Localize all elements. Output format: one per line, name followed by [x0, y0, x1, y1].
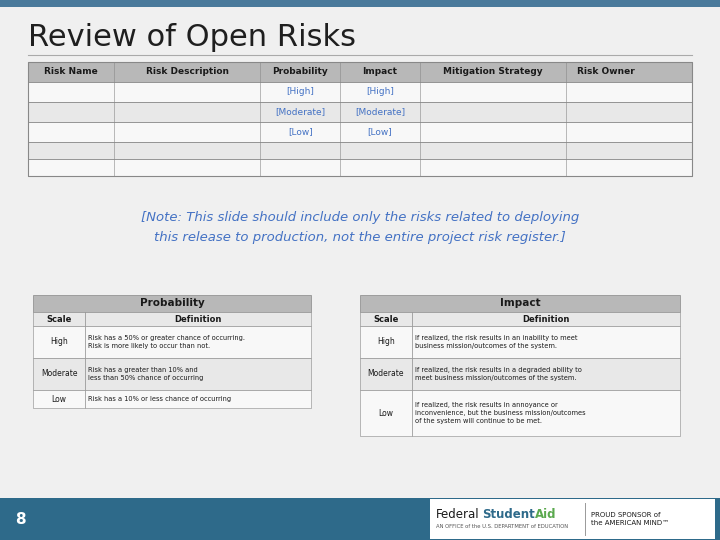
Text: Low: Low — [52, 395, 66, 403]
Bar — [28, 159, 692, 176]
Text: Probability: Probability — [272, 68, 328, 77]
Bar — [28, 62, 692, 176]
Text: Scale: Scale — [373, 314, 399, 323]
Text: Probability: Probability — [140, 299, 204, 308]
Bar — [28, 122, 692, 142]
Bar — [28, 102, 692, 122]
Text: High: High — [50, 338, 68, 347]
Bar — [33, 390, 85, 408]
Bar — [360, 312, 412, 326]
Text: Scale: Scale — [46, 314, 72, 323]
Text: Definition: Definition — [174, 314, 222, 323]
Bar — [33, 358, 85, 390]
Bar — [360, 295, 680, 312]
Text: Review of Open Risks: Review of Open Risks — [28, 24, 356, 52]
Text: [High]: [High] — [366, 87, 394, 97]
Text: [Moderate]: [Moderate] — [275, 107, 325, 117]
Bar — [33, 326, 85, 358]
Text: Definition: Definition — [522, 314, 570, 323]
Text: [Low]: [Low] — [288, 127, 312, 137]
Bar — [85, 312, 311, 326]
Bar — [412, 358, 680, 390]
Text: PROUD SPONSOR of
the AMERICAN MIND™: PROUD SPONSOR of the AMERICAN MIND™ — [591, 512, 669, 526]
Text: 8: 8 — [15, 511, 26, 526]
Bar — [33, 312, 85, 326]
Text: Low: Low — [379, 408, 394, 417]
Text: Aid: Aid — [535, 508, 557, 521]
Text: Moderate: Moderate — [368, 369, 404, 379]
Text: [Low]: [Low] — [367, 127, 392, 137]
Text: Moderate: Moderate — [41, 369, 77, 379]
Text: High: High — [377, 338, 395, 347]
Bar — [430, 499, 715, 539]
Bar — [412, 312, 680, 326]
Bar — [0, 0, 720, 7]
Text: Mitigation Strategy: Mitigation Strategy — [443, 68, 543, 77]
Text: [Moderate]: [Moderate] — [355, 107, 405, 117]
Text: Student: Student — [482, 508, 535, 521]
Bar — [360, 326, 412, 358]
Text: If realized, the risk results in annoyance or
inconvenience, but the business mi: If realized, the risk results in annoyan… — [415, 402, 585, 423]
Bar — [360, 358, 412, 390]
Bar — [28, 62, 692, 82]
Text: If realized, the risk results in a degraded ability to
meet business mission/out: If realized, the risk results in a degra… — [415, 367, 582, 381]
Bar — [85, 326, 311, 358]
Bar — [28, 142, 692, 159]
Text: Risk Description: Risk Description — [146, 68, 229, 77]
Bar — [412, 390, 680, 436]
Text: Risk has a 10% or less chance of occurring: Risk has a 10% or less chance of occurri… — [88, 396, 231, 402]
Text: [High]: [High] — [287, 87, 314, 97]
Bar — [85, 390, 311, 408]
Text: If realized, the risk results in an inability to meet
business mission/outcomes : If realized, the risk results in an inab… — [415, 335, 577, 349]
Bar — [28, 82, 692, 102]
Text: AN OFFICE of the U.S. DEPARTMENT of EDUCATION: AN OFFICE of the U.S. DEPARTMENT of EDUC… — [436, 523, 568, 529]
Text: Risk Owner: Risk Owner — [577, 68, 634, 77]
Text: Risk has a 50% or greater chance of occurring.
Risk is more likely to occur than: Risk has a 50% or greater chance of occu… — [88, 335, 245, 349]
Text: Impact: Impact — [362, 68, 397, 77]
Bar — [85, 358, 311, 390]
Bar — [33, 295, 311, 312]
Text: Impact: Impact — [500, 299, 540, 308]
Bar — [360, 390, 412, 436]
Text: Risk has a greater than 10% and
less than 50% chance of occurring: Risk has a greater than 10% and less tha… — [88, 367, 203, 381]
Text: Risk Name: Risk Name — [45, 68, 98, 77]
Bar — [0, 498, 720, 540]
Bar — [412, 326, 680, 358]
Text: [Note: This slide should include only the risks related to deploying
this releas: [Note: This slide should include only th… — [141, 212, 579, 245]
Text: Federal: Federal — [436, 508, 480, 521]
